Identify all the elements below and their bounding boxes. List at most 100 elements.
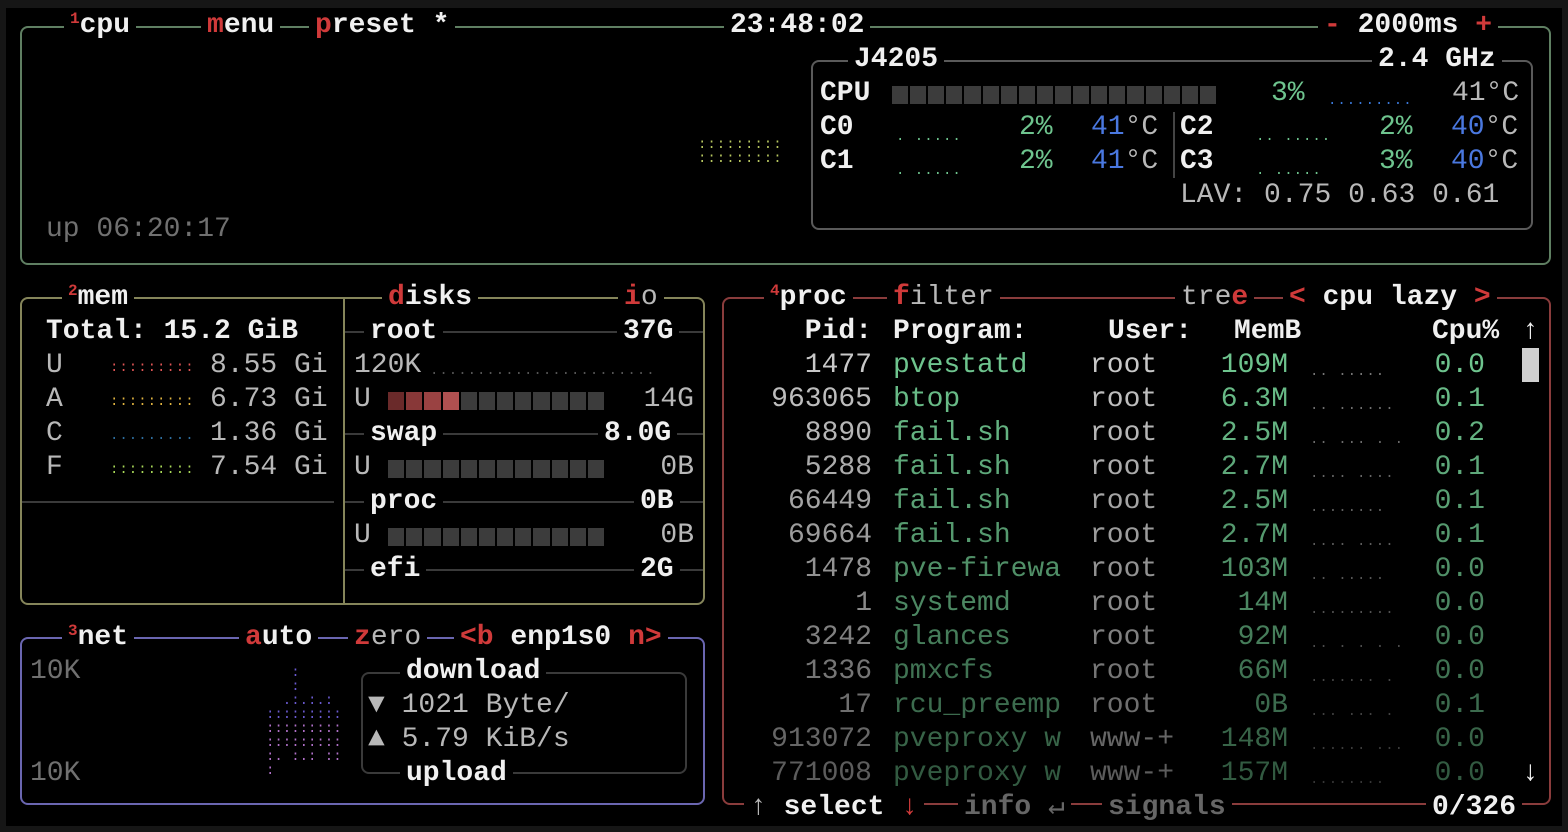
net-auto-toggle[interactable]: auto xyxy=(239,621,319,655)
mem-row-value: 1.36 Gi xyxy=(210,418,328,449)
sort-prev-button[interactable]: < xyxy=(1289,282,1306,313)
mem-row-value: 7.54 Gi xyxy=(210,452,328,483)
proc-cpu-graph: ....... . xyxy=(1310,670,1395,686)
disk-proc-used: 0B xyxy=(660,520,694,551)
proc-cpu: 0.0 xyxy=(1434,588,1485,619)
disk-root-io: 120K xyxy=(354,350,422,381)
proc-cpu-graph: .. ...... xyxy=(1310,398,1395,414)
proc-title: proc xyxy=(779,282,847,313)
interval-control: - 2000ms + xyxy=(1318,9,1499,43)
disk-root-name: root xyxy=(364,315,444,349)
upload-label: upload xyxy=(400,757,513,791)
menu-button[interactable]: menu xyxy=(201,9,281,43)
net-zero-toggle[interactable]: zero xyxy=(348,621,428,655)
mem-panel-title: 2mem xyxy=(62,281,135,315)
mem-row-meter: ......... xyxy=(110,428,195,444)
upload-arrow-icon: ▲ xyxy=(368,724,385,755)
net-interface-selector: <b enp1s0 n> xyxy=(454,621,668,655)
interval-increase-button[interactable]: + xyxy=(1475,10,1493,41)
proc-user: root xyxy=(1090,452,1158,483)
proc-pid: 771008 xyxy=(771,758,872,789)
mem-row-meter: ::::::::: xyxy=(110,394,195,410)
proc-scrollbar-thumb[interactable] xyxy=(1522,348,1539,382)
signals-button[interactable]: signals xyxy=(1102,791,1232,825)
proc-mem: 2.5M xyxy=(1220,418,1288,449)
proc-mem: 0B xyxy=(1254,690,1288,721)
mem-row-meter: ::::::::: xyxy=(110,462,195,478)
proc-cpu: 0.0 xyxy=(1434,622,1485,653)
scroll-down-icon[interactable]: ↓ xyxy=(1522,758,1539,789)
io-hotkey: i xyxy=(624,282,641,313)
cpu-title: cpu xyxy=(79,10,131,41)
mem-panel xyxy=(20,297,705,605)
sort-next-button[interactable]: > xyxy=(1473,282,1491,313)
cpu-graph: ::::::::: ::::::::: xyxy=(698,137,783,167)
select-control[interactable]: ↑ select ↓ xyxy=(744,791,925,825)
prev-interface-button[interactable]: <b xyxy=(460,622,494,653)
proc-pid: 1 xyxy=(855,588,872,619)
proc-mem: 157M xyxy=(1220,758,1288,789)
proc-pid: 5288 xyxy=(804,452,872,483)
disk-root-size: 37G xyxy=(617,315,680,349)
header-program[interactable]: Program: xyxy=(893,316,1028,347)
core-graph: . ..... xyxy=(1256,163,1322,179)
header-mem[interactable]: MemB xyxy=(1234,316,1302,347)
header-cpu[interactable]: Cpu% xyxy=(1432,316,1500,347)
proc-user: root xyxy=(1090,486,1158,517)
disk-proc-name: proc xyxy=(364,485,444,519)
core-percent: 2% xyxy=(1379,112,1413,143)
header-user[interactable]: User: xyxy=(1108,316,1193,347)
next-interface-button[interactable]: n> xyxy=(628,622,662,653)
disk-efi-name: efi xyxy=(364,553,427,587)
proc-program: pmxcfs xyxy=(893,656,994,687)
interface-name: enp1s0 xyxy=(510,622,612,653)
tree-hotkey: e xyxy=(1231,282,1249,313)
info-button[interactable]: info ↵ xyxy=(958,791,1071,825)
proc-cpu-graph: .. ..... xyxy=(1310,568,1386,584)
proc-cpu-graph: .. ..... xyxy=(1310,364,1386,380)
preset-button[interactable]: preset * xyxy=(309,9,456,43)
proc-pid: 913072 xyxy=(771,724,872,755)
proc-cpu: 0.1 xyxy=(1434,690,1485,721)
clock: 23:48:02 xyxy=(724,9,871,43)
filter-button[interactable]: filter xyxy=(887,281,1000,315)
io-toggle[interactable]: io xyxy=(618,281,664,315)
core-graph: . ..... xyxy=(896,129,962,145)
mem-row-label: U xyxy=(46,350,63,381)
select-down-icon: ↓ xyxy=(901,792,919,823)
interval-decrease-button[interactable]: - xyxy=(1324,10,1341,41)
proc-cpu-graph: .... .... xyxy=(1310,466,1395,482)
proc-program: rcu_preemp xyxy=(893,690,1062,721)
enter-icon: ↵ xyxy=(1048,792,1065,823)
disk-proc-size: 0B xyxy=(634,485,680,519)
io-label: o xyxy=(640,282,658,313)
core-percent: 2% xyxy=(1019,146,1053,177)
proc-cpu: 0.0 xyxy=(1434,758,1485,789)
disk-swap-bar xyxy=(388,460,605,478)
mem-separator xyxy=(22,501,334,503)
core-graph: .. ..... xyxy=(1256,129,1332,145)
core-temp: 40 xyxy=(1451,112,1485,143)
disks-label: isks xyxy=(404,282,473,313)
scroll-up-icon[interactable]: ↑ xyxy=(1522,316,1539,347)
info-label: info xyxy=(964,792,1032,823)
proc-mem: 14M xyxy=(1237,588,1288,619)
proc-pid: 3242 xyxy=(804,622,872,653)
disk-swap-used-label: U xyxy=(354,452,371,483)
cpu-total-temp: 41°C xyxy=(1452,78,1520,109)
tree-toggle[interactable]: tree xyxy=(1175,281,1255,315)
proc-cpu-graph: ......... xyxy=(1310,602,1395,618)
disk-proc-used-label: U xyxy=(354,520,371,551)
disk-root-used-label: U xyxy=(354,384,371,415)
proc-cpu: 0.0 xyxy=(1434,656,1485,687)
proc-user: root xyxy=(1090,588,1158,619)
proc-user: root xyxy=(1090,690,1158,721)
proc-program: fail.sh xyxy=(893,452,1011,483)
cpu-total-percent: 3% xyxy=(1271,78,1305,109)
disks-title[interactable]: disks xyxy=(382,281,479,315)
proc-user: root xyxy=(1090,350,1158,381)
proc-pid: 17 xyxy=(838,690,872,721)
header-pid[interactable]: Pid: xyxy=(804,316,872,347)
core-temp-unit: °C xyxy=(1484,146,1519,177)
